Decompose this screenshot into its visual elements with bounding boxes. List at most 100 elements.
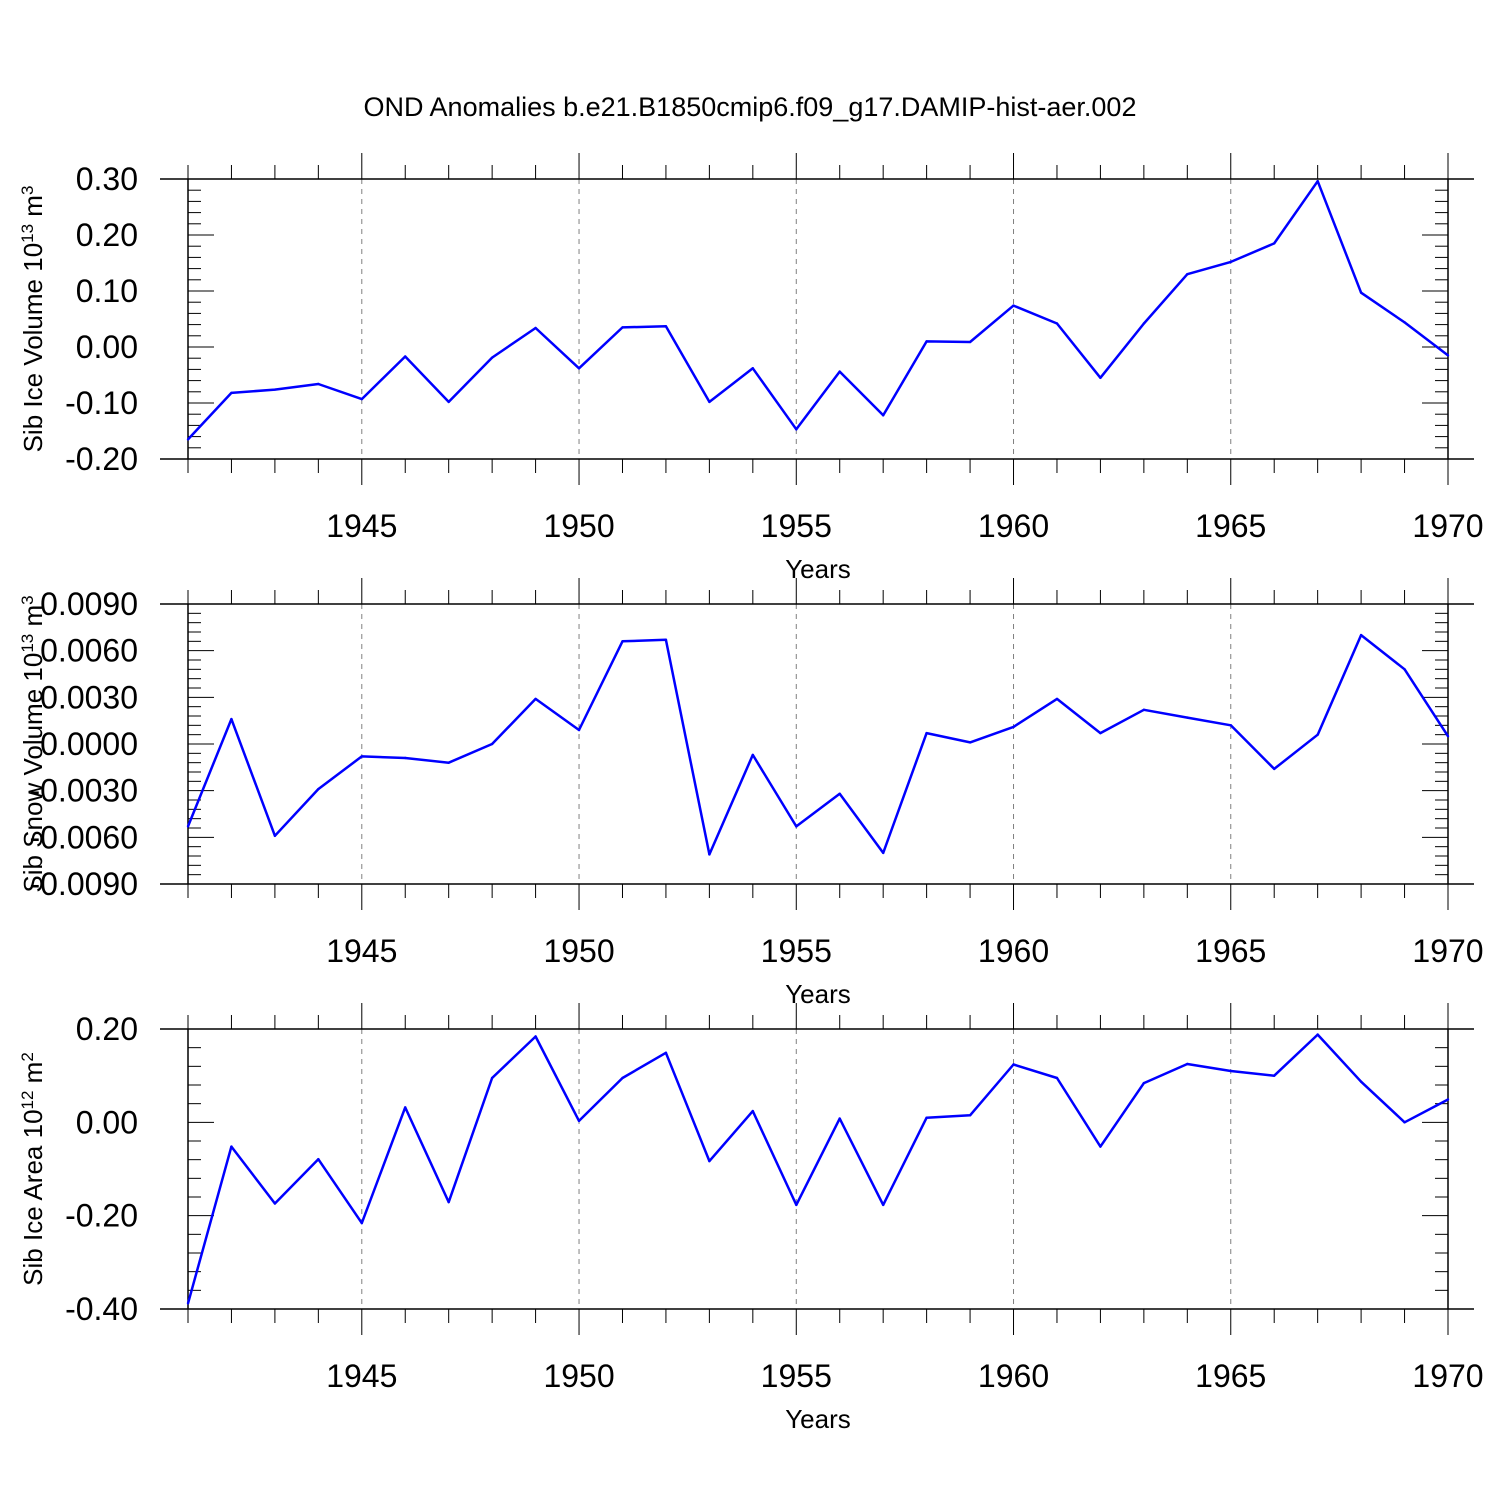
x-tick-label: 1965 bbox=[1195, 933, 1266, 969]
data-point bbox=[708, 400, 711, 404]
data-point bbox=[751, 367, 755, 370]
y-axis-label-superscript: 13 bbox=[18, 224, 37, 243]
data-point bbox=[534, 697, 537, 701]
data-point bbox=[273, 388, 277, 391]
data-point bbox=[881, 851, 885, 855]
y-axis-label: Sib Ice Volume 1013 m3 bbox=[18, 186, 49, 453]
x-tick-label: 1955 bbox=[761, 933, 832, 969]
data-point bbox=[621, 326, 624, 329]
data-point bbox=[795, 428, 798, 431]
data-point bbox=[317, 1158, 320, 1161]
data-point bbox=[1055, 322, 1059, 325]
data-point bbox=[317, 382, 320, 386]
y-tick-label: -0.20 bbox=[65, 441, 138, 477]
data-point bbox=[795, 825, 798, 828]
x-axis-label: Years bbox=[785, 979, 851, 1009]
y-axis-label-text: m bbox=[18, 195, 48, 224]
data-point bbox=[577, 367, 581, 370]
data-point bbox=[1186, 1062, 1189, 1066]
data-point bbox=[925, 1116, 928, 1119]
data-point bbox=[577, 728, 581, 732]
data-point bbox=[795, 1203, 798, 1207]
y-axis-label-superscript: 2 bbox=[18, 1052, 37, 1061]
data-point bbox=[1142, 322, 1146, 325]
data-point bbox=[186, 438, 190, 441]
series-line bbox=[186, 1033, 1449, 1304]
data-point bbox=[447, 761, 450, 764]
y-tick-label: -0.0060 bbox=[29, 819, 138, 855]
x-tick-label: 1955 bbox=[761, 508, 832, 544]
chart-panel-2: -0.0090 -0.0060 -0.0030 0.0000 0.0030 0.0060 0… bbox=[18, 578, 1484, 1009]
x-tick-label: 1945 bbox=[326, 933, 397, 969]
data-point bbox=[1359, 1080, 1363, 1083]
y-axis-label-text: m bbox=[18, 605, 48, 634]
data-point bbox=[273, 834, 277, 837]
data-point bbox=[968, 741, 972, 744]
data-point bbox=[1403, 668, 1406, 671]
data-point bbox=[1273, 1074, 1276, 1077]
data-point bbox=[404, 1106, 407, 1109]
y-tick-label: -0.40 bbox=[65, 1291, 138, 1327]
data-point bbox=[230, 391, 233, 395]
y-tick-label: 0.10 bbox=[76, 273, 138, 309]
data-point bbox=[664, 1051, 668, 1055]
data-point bbox=[1055, 1076, 1059, 1080]
data-point bbox=[1012, 725, 1015, 729]
data-point bbox=[708, 1159, 711, 1163]
chart-panel-3: -0.40 -0.20 0.00 0.20 1945 1950 1955 1960 1965 19… bbox=[18, 1003, 1484, 1434]
data-point bbox=[1273, 242, 1276, 245]
data-point bbox=[447, 1200, 450, 1204]
data-point bbox=[1099, 731, 1102, 735]
data-point bbox=[838, 1117, 841, 1120]
data-point bbox=[1316, 733, 1319, 736]
data-point bbox=[1403, 321, 1406, 324]
data-point bbox=[1316, 1033, 1319, 1036]
data-point bbox=[838, 370, 841, 373]
data-point bbox=[1403, 1121, 1406, 1124]
data-point bbox=[621, 1076, 624, 1080]
x-tick-label: 1970 bbox=[1412, 508, 1483, 544]
y-tick-label: 0.20 bbox=[76, 217, 138, 253]
x-tick-label: 1945 bbox=[326, 1358, 397, 1394]
series-line bbox=[187, 179, 1449, 441]
data-point bbox=[360, 755, 363, 758]
data-point bbox=[186, 825, 190, 828]
x-tick-label: 1950 bbox=[543, 1358, 614, 1394]
y-axis-label: Sib Snow Volume 1013 m3 bbox=[18, 595, 49, 892]
x-tick-label: 1970 bbox=[1412, 933, 1483, 969]
data-point bbox=[1229, 724, 1232, 727]
data-point bbox=[230, 1145, 233, 1148]
data-point bbox=[1055, 697, 1059, 701]
x-tick-label: 1945 bbox=[326, 508, 397, 544]
data-point bbox=[360, 1221, 363, 1225]
data-point bbox=[1229, 260, 1232, 264]
y-tick-label: 0.00 bbox=[76, 329, 138, 365]
data-point bbox=[1446, 354, 1450, 357]
data-point bbox=[621, 640, 624, 643]
data-point bbox=[577, 1119, 581, 1123]
data-point bbox=[881, 1203, 885, 1207]
data-point bbox=[1186, 273, 1189, 276]
data-point bbox=[404, 756, 407, 760]
data-point bbox=[490, 742, 494, 746]
data-point bbox=[1186, 716, 1189, 719]
data-point bbox=[1446, 735, 1450, 738]
y-axis-label-superscript: 12 bbox=[18, 1091, 37, 1110]
y-tick-label: 0.0030 bbox=[40, 679, 138, 715]
y-tick-label: 0.0060 bbox=[40, 633, 138, 669]
data-point bbox=[664, 638, 668, 641]
y-tick-label: 0.20 bbox=[76, 1011, 138, 1047]
y-tick-label: 0.0000 bbox=[40, 726, 138, 762]
data-point bbox=[1446, 1098, 1450, 1101]
data-point bbox=[1012, 304, 1015, 307]
y-axis-label-text: Sib Ice Area 10 bbox=[18, 1109, 48, 1285]
y-tick-label: -0.0090 bbox=[29, 866, 138, 902]
data-point bbox=[838, 792, 841, 795]
data-point bbox=[1359, 291, 1363, 294]
data-point bbox=[534, 326, 537, 330]
x-tick-label: 1960 bbox=[978, 508, 1049, 544]
data-point bbox=[968, 340, 972, 344]
data-point bbox=[1359, 633, 1363, 637]
x-tick-label: 1955 bbox=[761, 1358, 832, 1394]
